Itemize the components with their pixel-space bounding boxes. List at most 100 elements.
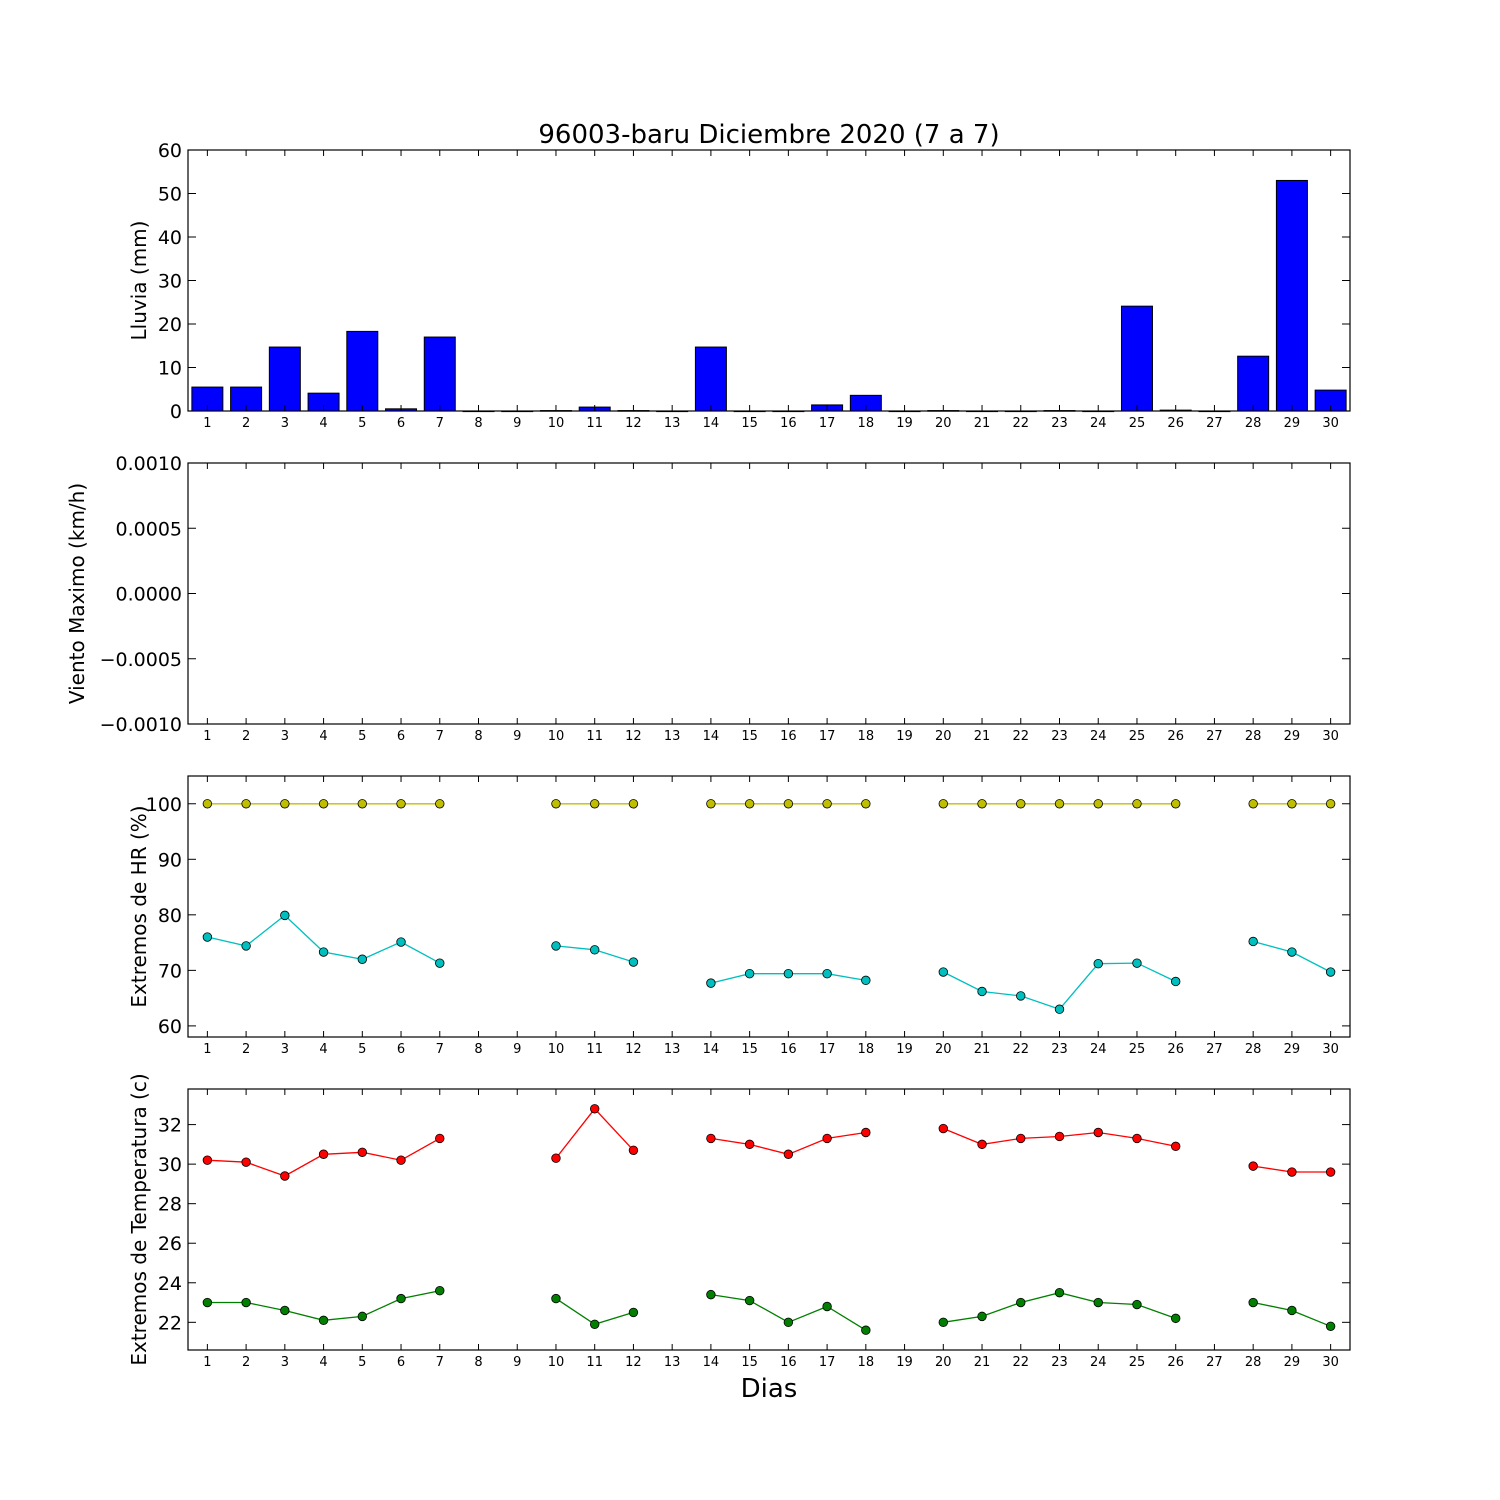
x-tick-label-day-5: 5 xyxy=(358,729,366,744)
x-tick-label-day-25: 25 xyxy=(1129,1355,1146,1370)
series-1-point-day-12 xyxy=(628,799,639,809)
x-tick-label-day-6: 6 xyxy=(397,1042,405,1057)
x-tick-label-day-20: 20 xyxy=(935,1042,952,1057)
series-2-point-day-26 xyxy=(1170,1313,1181,1324)
x-tick-label-day-22: 22 xyxy=(1012,1355,1029,1370)
series-2-point-day-22 xyxy=(1016,991,1026,1001)
x-tick-label-day-24: 24 xyxy=(1090,729,1107,744)
chart-title: 96003-baru Diciembre 2020 (7 a 7) xyxy=(538,120,999,150)
bar-day-16 xyxy=(772,410,805,413)
x-tick-label-day-26: 26 xyxy=(1167,416,1184,431)
series-2-point-day-4 xyxy=(318,947,329,957)
series-1-point-day-25 xyxy=(1132,1133,1142,1144)
x-tick-label-day-4: 4 xyxy=(319,1042,327,1057)
x-tick-label-day-15: 15 xyxy=(741,416,758,431)
series-2-point-day-18 xyxy=(861,1325,871,1335)
x-tick-label-day-27: 27 xyxy=(1206,1042,1223,1057)
series-1-point-day-14 xyxy=(706,1133,716,1144)
x-tick-label-day-8: 8 xyxy=(474,1042,482,1057)
x-tick-label-day-2: 2 xyxy=(242,729,250,744)
x-tick-label-day-23: 23 xyxy=(1051,1355,1068,1370)
series-2-point-day-3 xyxy=(280,910,290,921)
x-tick-label-day-7: 7 xyxy=(436,416,444,431)
x-tick-label-day-29: 29 xyxy=(1284,416,1301,431)
series-1-point-day-17 xyxy=(822,1133,832,1144)
series-1-point-day-6 xyxy=(396,1155,406,1165)
y-tick-label: 28 xyxy=(158,1194,182,1216)
x-tick-label-day-16: 16 xyxy=(780,729,797,744)
series-2-point-day-6 xyxy=(396,937,406,947)
x-tick-label-day-20: 20 xyxy=(935,416,952,431)
bar-day-29 xyxy=(1275,179,1308,412)
y-axis-label: Viento Maximo (km/h) xyxy=(65,483,89,704)
series-2-point-day-12 xyxy=(628,957,639,967)
series-2-point-day-2 xyxy=(241,941,251,951)
x-tick-label-day-30: 30 xyxy=(1322,416,1339,431)
y-tick-label: −0.0005 xyxy=(100,649,182,671)
y-tick-label: 0.0010 xyxy=(116,453,182,475)
bar-day-3 xyxy=(268,346,301,412)
x-tick-label-day-10: 10 xyxy=(548,1042,565,1057)
x-tick-label-day-11: 11 xyxy=(586,416,603,431)
series-1-point-day-14 xyxy=(706,799,716,809)
series-2-point-day-24 xyxy=(1093,1297,1103,1308)
x-tick-label-day-3: 3 xyxy=(281,1355,289,1370)
plot-frame xyxy=(187,149,1351,412)
x-tick-label-day-6: 6 xyxy=(397,416,405,431)
plot-frame xyxy=(187,1088,1351,1351)
x-axis-title: Dias xyxy=(741,1374,798,1404)
series-1-point-day-25 xyxy=(1132,799,1142,809)
series-1-point-day-20 xyxy=(938,799,949,809)
y-tick-label: 30 xyxy=(158,271,182,293)
plot-frame xyxy=(187,775,1351,1038)
x-tick-label-day-17: 17 xyxy=(819,729,836,744)
x-tick-label-day-26: 26 xyxy=(1167,1042,1184,1057)
x-tick-label-day-16: 16 xyxy=(780,416,797,431)
series-1-point-day-30 xyxy=(1325,1167,1336,1177)
y-tick-label: 0 xyxy=(170,401,182,423)
x-tick-label-day-9: 9 xyxy=(513,1355,521,1370)
x-tick-label-day-1: 1 xyxy=(203,1355,211,1370)
bar-day-14 xyxy=(694,346,727,412)
series-2-point-day-21 xyxy=(977,986,987,997)
x-tick-label-day-7: 7 xyxy=(436,1355,444,1370)
x-tick-label-day-22: 22 xyxy=(1012,729,1029,744)
x-tick-label-day-20: 20 xyxy=(935,1355,952,1370)
series-2-point-day-5 xyxy=(357,954,368,964)
x-tick-label-day-22: 22 xyxy=(1012,1042,1029,1057)
x-tick-label-day-23: 23 xyxy=(1051,1042,1068,1057)
series-2-point-day-6 xyxy=(396,1293,406,1304)
series-1-point-day-29 xyxy=(1287,1167,1297,1177)
bar-day-15 xyxy=(733,410,766,413)
series-2-point-day-2 xyxy=(241,1297,251,1308)
y-tick-label: 70 xyxy=(158,960,182,982)
series-1-point-day-3 xyxy=(280,1171,290,1181)
series-1-point-day-6 xyxy=(396,799,406,809)
x-tick-label-day-2: 2 xyxy=(242,1355,250,1370)
series-2-point-day-25 xyxy=(1132,1299,1142,1310)
series-2-point-day-12 xyxy=(628,1307,639,1318)
y-tick-label: 60 xyxy=(158,140,182,162)
x-tick-label-day-25: 25 xyxy=(1129,416,1146,431)
x-tick-label-day-7: 7 xyxy=(436,1042,444,1057)
series-2-point-day-23 xyxy=(1054,1004,1065,1014)
bar-day-19 xyxy=(888,410,921,413)
x-tick-label-day-5: 5 xyxy=(358,1355,366,1370)
x-tick-label-day-27: 27 xyxy=(1206,416,1223,431)
series-2-point-day-29 xyxy=(1287,947,1297,957)
x-tick-label-day-1: 1 xyxy=(203,729,211,744)
series-2-point-day-16 xyxy=(783,968,794,979)
y-axis-label: Extremos de HR (%) xyxy=(127,805,151,1007)
series-2-point-day-29 xyxy=(1287,1305,1297,1316)
series-2-point-day-1 xyxy=(202,1297,213,1308)
bar-day-7 xyxy=(423,336,456,412)
series-1-point-day-11 xyxy=(590,1104,600,1114)
series-1-point-day-28 xyxy=(1248,1161,1258,1171)
series-2-point-day-22 xyxy=(1016,1297,1026,1308)
series-1-point-day-15 xyxy=(744,1139,755,1150)
x-tick-label-day-23: 23 xyxy=(1051,416,1068,431)
series-2-point-day-10 xyxy=(551,1293,561,1304)
